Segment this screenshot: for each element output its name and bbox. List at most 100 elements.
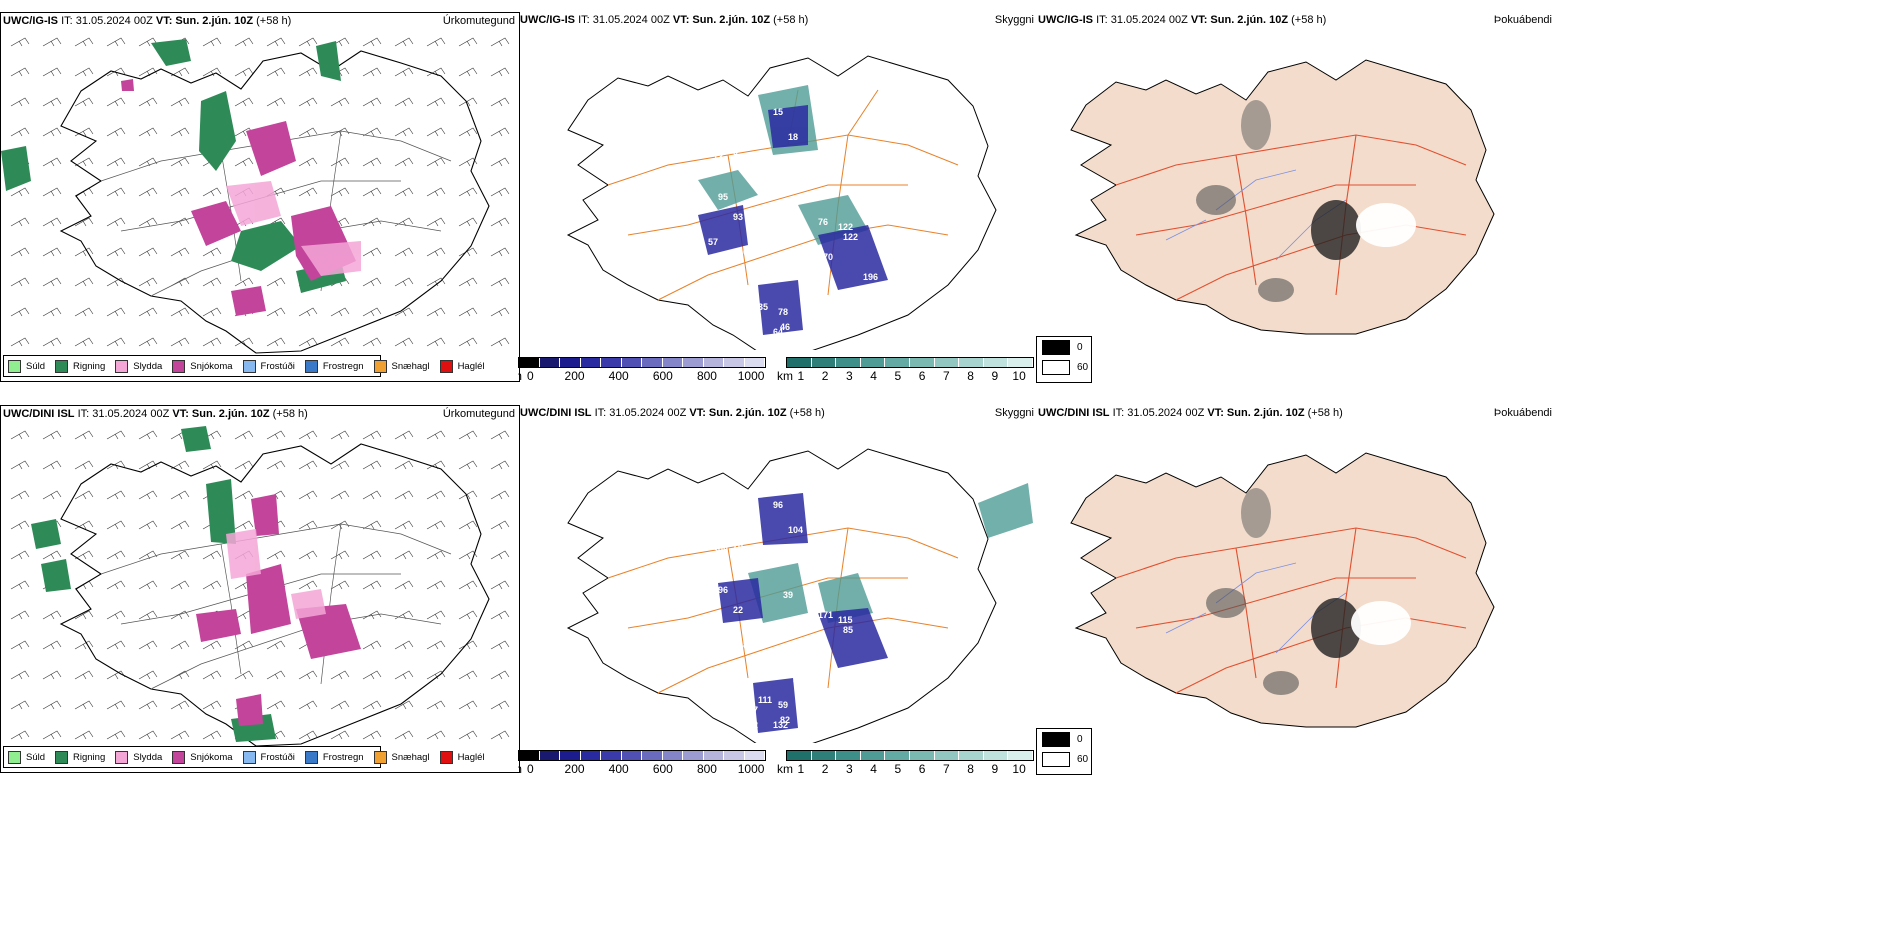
lead-time: (+58 h) <box>789 407 825 419</box>
wind-barb <box>10 247 30 257</box>
visibility-value: 183 <box>863 680 878 690</box>
visibility-value: 93 <box>733 212 743 222</box>
visibility-value: 308 <box>713 545 728 555</box>
visibility-value: 109 <box>738 247 753 257</box>
wind-barb <box>330 187 350 197</box>
fog-swatch-max <box>1042 751 1070 767</box>
wind-barb <box>490 157 510 167</box>
wind-barb <box>74 520 94 530</box>
wind-barb <box>42 490 62 500</box>
wind-barb <box>394 490 414 500</box>
wind-barb <box>106 127 126 137</box>
colorbar-cell <box>787 751 812 760</box>
wind-barb <box>170 127 190 137</box>
wind-barb <box>362 217 382 227</box>
visibility-value: 185 <box>738 640 753 650</box>
legend-swatch <box>55 359 69 373</box>
wind-barb <box>298 730 318 740</box>
wind-barb <box>138 700 158 710</box>
wind-barb <box>458 520 478 530</box>
rain-areas <box>31 426 276 742</box>
wind-barb <box>426 700 446 710</box>
wind-barb <box>266 460 286 470</box>
valid-time: VT: Sun. 2.jún. 10Z <box>1190 14 1289 26</box>
wind-barb <box>74 490 94 500</box>
visibility-value: 12 <box>723 102 733 112</box>
fog-key-min: 0 <box>1077 733 1083 745</box>
legend-swatch <box>439 359 453 373</box>
wind-barb <box>138 37 158 47</box>
wind-barb <box>330 670 350 680</box>
wind-barb <box>170 247 190 257</box>
wind-barb <box>458 580 478 590</box>
model-name: UWC/IG-IS <box>3 15 58 27</box>
init-time: IT: 31.05.2024 00Z <box>1096 14 1188 26</box>
rain-areas <box>1 39 346 293</box>
wind-barb <box>490 337 510 347</box>
visibility-value: 62 <box>818 645 828 655</box>
wind-barb <box>266 277 286 287</box>
wind-barb <box>170 307 190 317</box>
wind-barb <box>106 520 126 530</box>
wind-barb <box>10 217 30 227</box>
wind-barb <box>234 460 254 470</box>
wind-barb <box>426 520 446 530</box>
precip-map <box>1 37 510 354</box>
panel-header: UWC/DINI ISL IT: 31.05.2024 00Z VT: Sun.… <box>3 408 515 424</box>
wind-barb <box>202 640 222 650</box>
wind-barb <box>266 67 286 77</box>
wind-barb <box>138 217 158 227</box>
visibility-panel-top: UWC/IG-IS IT: 31.05.2024 00Z VT: Sun. 2.… <box>518 12 1038 380</box>
wind-barb <box>106 610 126 620</box>
wind-barb <box>74 337 94 347</box>
fog-map <box>1070 59 1495 335</box>
visibility-value: 139 <box>863 665 878 675</box>
wind-barb <box>330 700 350 710</box>
colorbar-cell <box>642 751 663 760</box>
valid-time: VT: Sun. 2.jún. 10Z <box>672 14 771 26</box>
wind-barb <box>202 580 222 590</box>
wind-barb <box>330 307 350 317</box>
wind-barb <box>362 307 382 317</box>
colorbar-cell <box>1008 358 1033 367</box>
colorbar-tick: 7 <box>943 762 950 773</box>
wind-barb <box>266 337 286 347</box>
legend-label: Snjókoma <box>190 360 233 372</box>
colorbar-tick: 5 <box>894 369 902 380</box>
wind-barb <box>394 640 414 650</box>
wind-barb <box>298 670 318 680</box>
wind-barb <box>106 307 126 317</box>
wind-barb <box>458 37 478 47</box>
wind-barb <box>330 730 350 740</box>
fog-swatch-min <box>1042 339 1070 355</box>
wind-barb <box>10 580 30 590</box>
wind-barb <box>490 580 510 590</box>
legend-label: Frostúði <box>260 751 295 763</box>
colorbar-tick: 0 <box>527 369 534 380</box>
wind-barb <box>74 277 94 287</box>
wind-barb <box>202 277 222 287</box>
visibility-value: 78 <box>748 327 758 337</box>
colorbar-cell <box>1008 751 1033 760</box>
wind-barb <box>170 460 190 470</box>
fog-swatch-min <box>1042 731 1070 747</box>
wind-barb <box>426 187 446 197</box>
wind-barb <box>330 430 350 440</box>
wind-barb <box>42 127 62 137</box>
wind-barb <box>458 700 478 710</box>
wind-barb <box>234 670 254 680</box>
visibility-value: 132 <box>773 720 788 730</box>
wind-barb <box>106 550 126 560</box>
wind-barb <box>490 277 510 287</box>
iceland-land <box>1070 452 1495 728</box>
wind-barb <box>394 460 414 470</box>
colorbar-cell <box>860 751 886 760</box>
wind-barb <box>234 67 254 77</box>
wind-barb <box>10 550 30 560</box>
colorbar-cell <box>580 751 601 760</box>
legend-label: Rigning <box>73 360 106 372</box>
init-time: IT: 31.05.2024 00Z <box>594 407 687 419</box>
visibility-value: 76 <box>818 217 828 227</box>
wind-barb <box>458 337 478 347</box>
wind-barb <box>426 430 446 440</box>
